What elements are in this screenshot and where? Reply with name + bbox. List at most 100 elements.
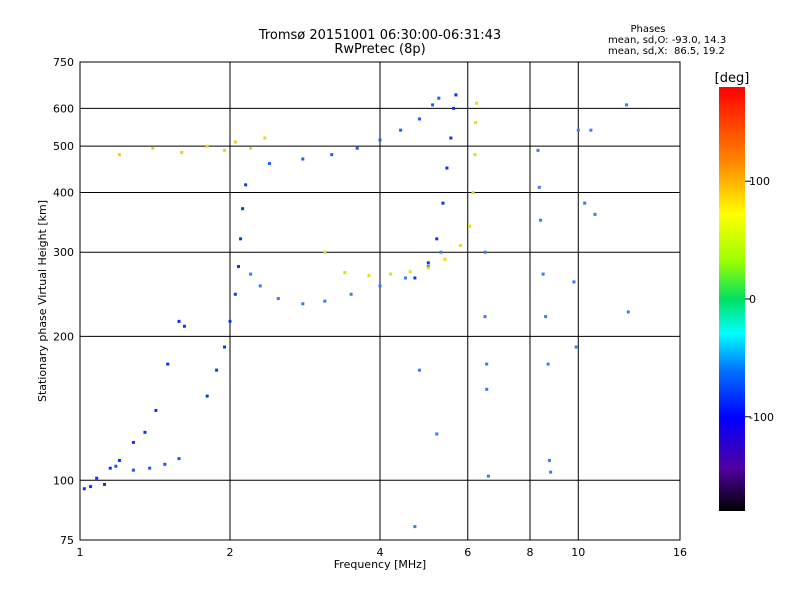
data-point [163, 462, 167, 466]
colorbar-tick-label: 100 [749, 175, 770, 188]
data-point [431, 103, 435, 107]
stats-line-x: mean, sd,X: 86.5, 19.2 [608, 46, 725, 57]
data-points [82, 93, 630, 529]
data-point [541, 272, 545, 276]
data-point [549, 470, 553, 474]
data-point [403, 276, 407, 280]
data-point [249, 272, 253, 276]
data-point [323, 250, 327, 254]
axis-ticks: 1 2 4 6 8 10 16 75 100 200 300 400 500 600 750 [53, 56, 687, 559]
data-point [572, 280, 576, 284]
x-tick-label: 10 [571, 546, 585, 559]
data-point [148, 466, 152, 470]
data-point [323, 299, 327, 303]
data-point [236, 265, 240, 269]
data-point [378, 284, 382, 288]
data-point [177, 319, 181, 323]
data-point [117, 458, 121, 462]
data-point [249, 146, 253, 150]
data-point [452, 106, 456, 110]
data-point [546, 362, 550, 366]
data-point [180, 150, 184, 154]
data-point [475, 101, 479, 105]
data-point [547, 458, 551, 462]
y-tick-label: 75 [60, 534, 74, 547]
data-point [244, 183, 248, 187]
data-point [223, 345, 227, 349]
y-tick-label: 750 [53, 56, 74, 69]
data-point [239, 237, 243, 241]
x-tick-label: 2 [227, 546, 234, 559]
data-point [301, 302, 305, 306]
data-point [114, 464, 118, 468]
colorbar-ticks: 100 0 -100 [745, 175, 774, 424]
x-axis-label: Frequency [MHz] [334, 558, 426, 571]
data-point [82, 487, 86, 491]
chart-subtitle: RwPretec (8p) [334, 42, 425, 57]
data-point [143, 430, 147, 434]
data-point [103, 482, 107, 486]
y-tick-label: 600 [53, 102, 74, 115]
data-point [177, 457, 181, 461]
data-point [458, 243, 462, 247]
data-point [117, 153, 121, 157]
data-point [89, 485, 93, 489]
data-point [439, 250, 443, 254]
grid-lines [80, 62, 680, 540]
data-point [349, 292, 353, 296]
data-point [483, 315, 487, 319]
data-point [205, 394, 209, 398]
data-point [625, 103, 629, 107]
data-point [166, 362, 170, 366]
data-point [233, 140, 237, 144]
stats-line-o: mean, sd,O: -93.0, 14.3 [608, 35, 726, 46]
data-point [399, 128, 403, 132]
data-point [378, 138, 382, 142]
x-tick-label: 1 [77, 546, 84, 559]
data-point [539, 218, 543, 222]
data-point [426, 266, 430, 270]
data-point [241, 207, 245, 211]
data-point [233, 292, 237, 296]
data-point [537, 185, 541, 189]
data-point [589, 128, 593, 132]
data-point [471, 190, 475, 194]
stats-heading: Phases [630, 24, 665, 35]
x-tick-label: 8 [527, 546, 534, 559]
data-point [435, 432, 439, 436]
data-point [301, 157, 305, 161]
y-tick-label: 300 [53, 246, 74, 259]
data-point [474, 121, 478, 125]
data-point [131, 440, 135, 444]
colorbar [719, 87, 745, 511]
data-point [443, 257, 447, 261]
data-point [223, 148, 227, 152]
data-point [154, 408, 158, 412]
data-point [343, 271, 347, 275]
data-point [263, 136, 267, 140]
data-point [228, 319, 232, 323]
data-point [408, 270, 412, 274]
y-tick-label: 400 [53, 186, 74, 199]
data-point [151, 146, 155, 150]
data-point [417, 368, 421, 372]
x-tick-label: 4 [377, 546, 384, 559]
y-axis-label: Stationary phase Virtual Height [km] [36, 200, 49, 402]
data-point [108, 466, 112, 470]
data-point [330, 153, 334, 157]
colorbar-tick-label: -100 [749, 411, 774, 424]
data-point [435, 237, 439, 241]
data-point [441, 201, 445, 205]
data-point [258, 284, 262, 288]
data-point [389, 272, 393, 276]
data-point [449, 136, 453, 140]
colorbar-label: [deg] [715, 71, 750, 86]
plot-frame [79, 61, 681, 541]
y-tick-label: 100 [53, 474, 74, 487]
data-point [574, 345, 578, 349]
data-point [95, 476, 99, 480]
data-point [276, 297, 280, 301]
data-point [267, 161, 271, 165]
data-point [593, 212, 597, 216]
